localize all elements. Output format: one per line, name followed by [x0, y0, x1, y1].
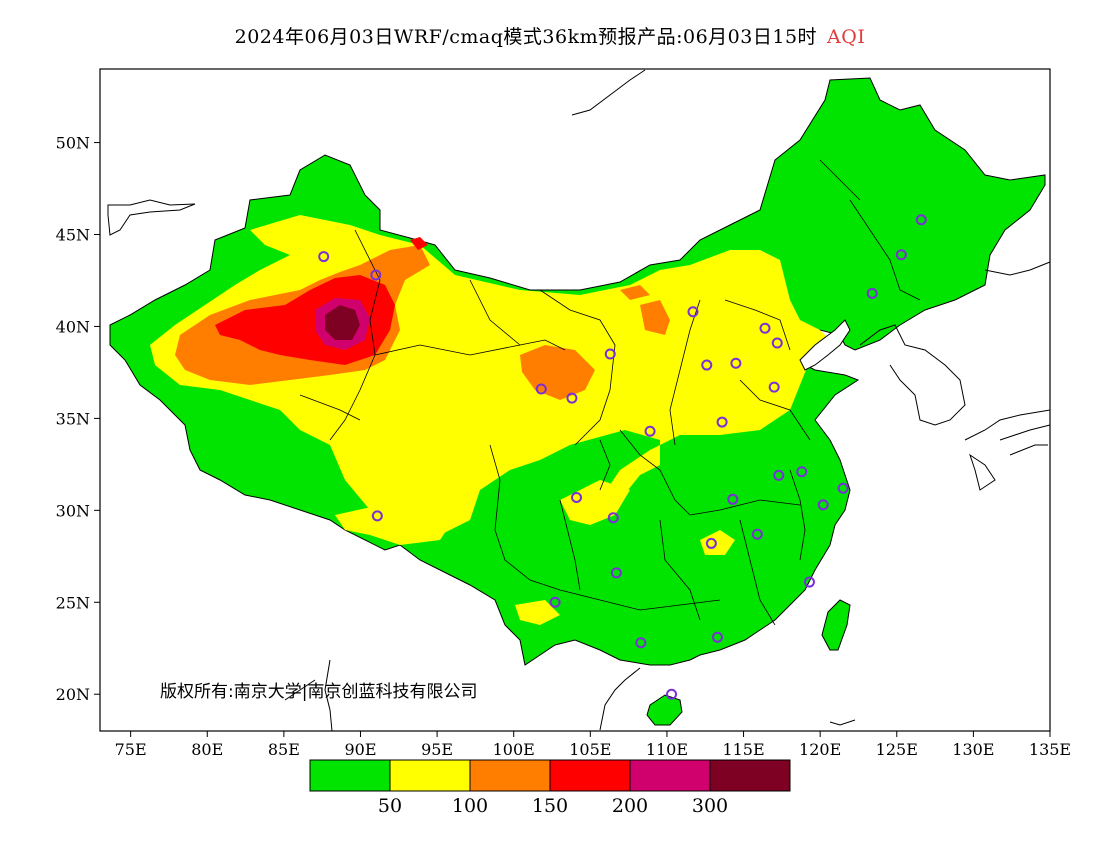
legend-swatch: [709, 759, 791, 792]
lon-tick-label: 120E: [799, 740, 841, 759]
lon-tick-label: 115E: [722, 740, 764, 759]
aqi-orange-central: [520, 285, 670, 400]
longitude-axis: 75E 80E 85E 90E 95E 100E 105E 110E 115E 120E 125E 1…: [115, 731, 1071, 759]
station-marker: [796, 466, 808, 478]
lat-tick-label: 30N: [56, 501, 90, 520]
map-title: 2024年06月03日WRF/cmaq模式36km预报产品:06月03日15时 A…: [0, 22, 1100, 49]
lon-tick-label: 125E: [876, 740, 918, 759]
monitoring-stations: [318, 214, 927, 700]
station-marker: [318, 251, 330, 263]
station-marker: [566, 392, 578, 404]
lon-tick-label: 105E: [569, 740, 611, 759]
station-marker: [712, 631, 723, 643]
lon-tick-label: 100E: [493, 740, 535, 759]
lat-tick-label: 50N: [56, 134, 90, 153]
station-marker: [535, 383, 547, 395]
lon-tick-label: 110E: [646, 740, 688, 759]
station-marker: [607, 512, 619, 524]
neighbor-coastlines: [107, 69, 1051, 732]
aqi-maroon-zone: [325, 305, 360, 340]
title-main: 2024年06月03日WRF/cmaq模式36km预报产品:06月03日15时: [234, 26, 818, 48]
legend-swatch: [629, 759, 711, 792]
lat-tick-label: 45N: [56, 226, 90, 245]
station-marker: [895, 249, 907, 261]
bohai-sea: [799, 319, 851, 371]
lon-tick-label: 75E: [115, 740, 147, 759]
legend-swatch: [309, 759, 391, 792]
station-marker: [666, 688, 678, 700]
station-marker: [370, 269, 382, 281]
station-marker: [610, 567, 622, 579]
station-marker: [687, 306, 699, 318]
aqi-color-legend: 50 100 150 200 300: [309, 759, 791, 817]
station-marker: [817, 499, 829, 511]
legend-label: 150: [532, 795, 568, 817]
station-marker: [768, 381, 780, 393]
legend-label: 300: [692, 795, 728, 817]
station-marker: [571, 491, 583, 503]
lon-tick-label: 95E: [421, 740, 453, 759]
title-variable: AQI: [827, 26, 866, 48]
lon-tick-label: 135E: [1029, 740, 1071, 759]
lat-tick-label: 20N: [56, 685, 90, 704]
station-marker: [635, 637, 647, 649]
copyright-text: 版权所有:南京大学|南京创蓝科技有限公司: [160, 682, 477, 702]
aqi-red-spot: [410, 237, 428, 250]
station-marker: [604, 348, 616, 360]
station-marker: [705, 537, 717, 549]
station-marker: [371, 510, 383, 522]
station-marker: [803, 576, 815, 588]
legend-swatch: [389, 759, 471, 792]
legend-swatch: [549, 759, 631, 792]
lat-tick-label: 25N: [56, 593, 90, 612]
station-marker: [773, 469, 785, 481]
lat-tick-label: 35N: [56, 409, 90, 428]
legend-label: 50: [378, 795, 402, 817]
station-marker: [837, 482, 849, 494]
station-marker: [771, 337, 783, 349]
province-boundaries: [299, 159, 921, 626]
station-marker: [716, 416, 728, 428]
legend-label: 200: [612, 795, 648, 817]
station-marker: [727, 493, 739, 505]
lon-tick-label: 130E: [952, 740, 994, 759]
lon-tick-label: 85E: [268, 740, 300, 759]
taiwan-island: [821, 599, 851, 651]
map-area: [99, 68, 1051, 732]
legend-swatch: [469, 759, 551, 792]
station-marker: [866, 287, 878, 299]
lon-tick-label: 90E: [344, 740, 376, 759]
latitude-axis: 20N 25N 30N 35N 40N 45N 50N: [56, 134, 100, 704]
station-marker: [759, 322, 771, 334]
station-marker: [751, 528, 763, 540]
station-marker: [915, 214, 927, 226]
station-marker: [730, 357, 742, 369]
lon-tick-label: 80E: [191, 740, 223, 759]
legend-label: 100: [452, 795, 488, 817]
station-marker: [549, 596, 561, 608]
map-frame: [99, 68, 1051, 732]
station-marker: [701, 359, 713, 371]
station-marker: [644, 425, 656, 437]
lat-tick-label: 40N: [56, 317, 90, 336]
